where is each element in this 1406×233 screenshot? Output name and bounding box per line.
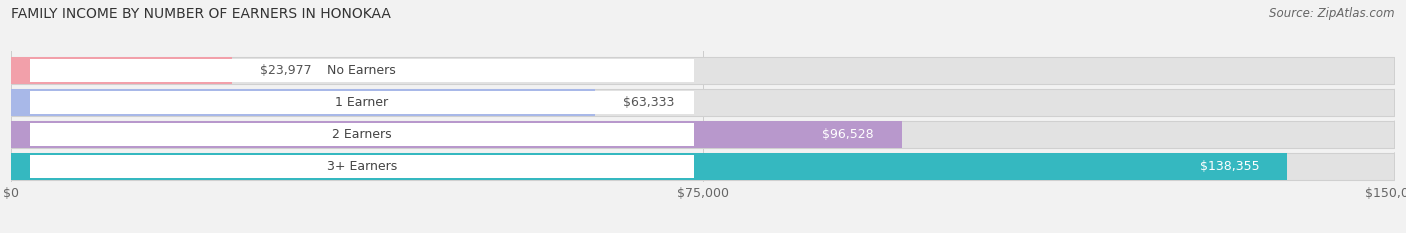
Bar (11, 89, 1395, 116)
Bar (30, 155, 693, 178)
Bar (11, 57, 232, 84)
Text: FAMILY INCOME BY NUMBER OF EARNERS IN HONOKAA: FAMILY INCOME BY NUMBER OF EARNERS IN HO… (11, 7, 391, 21)
Text: 2 Earners: 2 Earners (332, 128, 391, 141)
Text: $138,355: $138,355 (1201, 160, 1260, 173)
Text: 3+ Earners: 3+ Earners (326, 160, 396, 173)
Bar (11, 57, 1395, 84)
Bar (11, 89, 595, 116)
Bar (11, 121, 1395, 148)
Text: $23,977: $23,977 (260, 64, 312, 77)
Bar (11, 153, 1395, 180)
Text: Source: ZipAtlas.com: Source: ZipAtlas.com (1270, 7, 1395, 20)
Bar (11, 121, 901, 148)
Text: No Earners: No Earners (328, 64, 396, 77)
Bar (30, 91, 693, 114)
Bar (11, 153, 1288, 180)
Text: $96,528: $96,528 (823, 128, 875, 141)
Text: $63,333: $63,333 (623, 96, 675, 109)
Text: 1 Earner: 1 Earner (335, 96, 388, 109)
Bar (30, 123, 693, 146)
Bar (30, 59, 693, 82)
